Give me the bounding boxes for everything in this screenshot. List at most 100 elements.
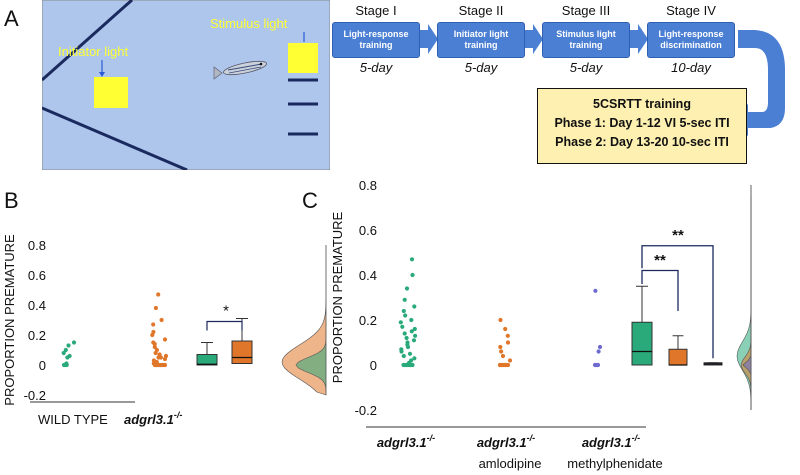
density-wild-type bbox=[295, 245, 327, 395]
stage-1-box: Light-response training bbox=[332, 22, 420, 58]
box-body bbox=[196, 354, 218, 366]
data-point bbox=[410, 272, 415, 278]
data-point bbox=[412, 304, 417, 309]
x-label-adgrl3-amlodipine: adgrl3.1-/- bbox=[477, 433, 535, 450]
stage-3-title: Stage III bbox=[561, 3, 611, 18]
x-label-adgrl3-methylphenidate-treatment: methylphenidate bbox=[567, 456, 662, 471]
data-point bbox=[401, 353, 406, 359]
y-tick-label: 0 bbox=[39, 358, 46, 373]
significance-stars-2: ** bbox=[672, 227, 684, 244]
stage-1-duration: 5-day bbox=[359, 60, 393, 75]
data-point bbox=[154, 347, 159, 353]
data-point bbox=[71, 340, 77, 345]
data-point bbox=[409, 329, 414, 334]
x-label-adgrl3-methylphenidate: adgrl3.1-/- bbox=[582, 433, 640, 450]
y-tick-label: 0.6 bbox=[359, 223, 377, 238]
y-axis-label: PROPORTION PREMATURE bbox=[2, 234, 17, 406]
data-point bbox=[500, 353, 506, 359]
data-point bbox=[162, 337, 168, 342]
y-axis-label: PROPORTION PREMATURE bbox=[330, 211, 345, 383]
data-point bbox=[409, 358, 414, 363]
y-tick-label: 0.2 bbox=[359, 313, 377, 328]
data-point bbox=[409, 317, 414, 323]
data-point bbox=[505, 340, 511, 345]
data-point bbox=[398, 320, 403, 325]
data-point bbox=[597, 344, 603, 350]
box-body bbox=[631, 321, 653, 366]
data-point bbox=[409, 257, 415, 262]
y-tick-label: -0.2 bbox=[355, 403, 377, 418]
significance-bracket-2 bbox=[641, 245, 714, 359]
y-tick-label: 0.4 bbox=[359, 268, 377, 283]
training-phase-2: Phase 2: Day 13-20 10-sec ITI bbox=[555, 135, 729, 149]
data-point bbox=[404, 286, 410, 291]
stage-2-duration: 5-day bbox=[464, 60, 498, 75]
panel-c-label: C bbox=[302, 188, 318, 213]
y-tick-label: 0.2 bbox=[28, 328, 46, 343]
data-point bbox=[156, 292, 161, 297]
zebrafish-icon bbox=[213, 60, 267, 80]
y-tick-label: 0 bbox=[370, 358, 377, 373]
data-point bbox=[412, 356, 417, 361]
data-point bbox=[404, 335, 409, 341]
data-point bbox=[162, 362, 168, 368]
data-point bbox=[505, 362, 511, 368]
stage-4-duration: 10-day bbox=[671, 60, 711, 75]
data-point bbox=[412, 326, 417, 332]
training-phase-1: Phase 1: Day 1-12 VI 5-sec ITI bbox=[554, 116, 730, 130]
data-point bbox=[497, 362, 503, 368]
data-point bbox=[507, 358, 513, 363]
arrow-1-2 bbox=[417, 24, 438, 54]
data-point bbox=[498, 344, 503, 350]
arrow-2-3 bbox=[522, 24, 543, 54]
initiator-light-label: Initiator light bbox=[58, 44, 128, 59]
panel-a-label: A bbox=[4, 6, 19, 31]
data-point bbox=[593, 288, 598, 293]
chart-c: -0.2 0 0.2 0.4 0.6 0.8 PROPORTION PREMATURE adg… bbox=[330, 178, 752, 471]
data-point bbox=[407, 351, 413, 356]
x-label-adgrl3: adgrl3.1-/- bbox=[377, 433, 435, 450]
y-tick-label: -0.2 bbox=[24, 388, 46, 403]
data-point bbox=[410, 362, 415, 368]
significance-stars-1: ** bbox=[654, 252, 666, 269]
arena-wall-lower bbox=[42, 106, 188, 170]
data-point bbox=[413, 333, 418, 338]
significance-bracket bbox=[206, 320, 243, 331]
arena-tank bbox=[42, 0, 330, 170]
data-point bbox=[153, 305, 158, 311]
x-label-wild-type: WILD TYPE bbox=[38, 412, 108, 427]
density-methylphenidate bbox=[742, 185, 752, 410]
stage-4-box: Light-response discrimination bbox=[647, 22, 735, 58]
data-point bbox=[595, 362, 601, 368]
x-label-adgrl3: adgrl3.1-/- bbox=[124, 410, 182, 427]
data-point bbox=[402, 331, 407, 336]
stage-2-title: Stage II bbox=[458, 3, 504, 18]
data-point bbox=[159, 317, 164, 323]
data-point bbox=[399, 347, 404, 352]
initiator-light bbox=[94, 77, 128, 108]
data-point bbox=[64, 361, 69, 366]
x-label-adgrl3-amlodipine-treatment: amlodipine bbox=[479, 456, 542, 471]
arena-diagram: Initiator light Stimulus light bbox=[42, 0, 330, 170]
data-point bbox=[503, 326, 508, 332]
training-box: 5CSRTT training Phase 1: Day 1-12 VI 5-s… bbox=[537, 88, 747, 164]
data-point bbox=[400, 324, 405, 329]
data-point bbox=[157, 352, 162, 357]
data-point bbox=[152, 344, 157, 350]
box-body bbox=[668, 348, 688, 366]
data-point bbox=[61, 350, 66, 356]
training-title: 5CSRTT training bbox=[593, 97, 691, 111]
significance-star: * bbox=[223, 303, 229, 320]
data-point bbox=[411, 338, 417, 343]
data-point bbox=[499, 349, 504, 354]
panel-b-label: B bbox=[4, 188, 19, 213]
data-point bbox=[151, 340, 156, 345]
data-point bbox=[505, 333, 510, 338]
data-point bbox=[402, 297, 407, 302]
data-point bbox=[403, 313, 408, 318]
y-tick-label: 0.8 bbox=[359, 178, 377, 193]
data-point bbox=[405, 340, 410, 345]
data-point bbox=[498, 317, 503, 323]
data-point bbox=[596, 349, 601, 354]
y-tick-label: 0.6 bbox=[28, 268, 46, 283]
